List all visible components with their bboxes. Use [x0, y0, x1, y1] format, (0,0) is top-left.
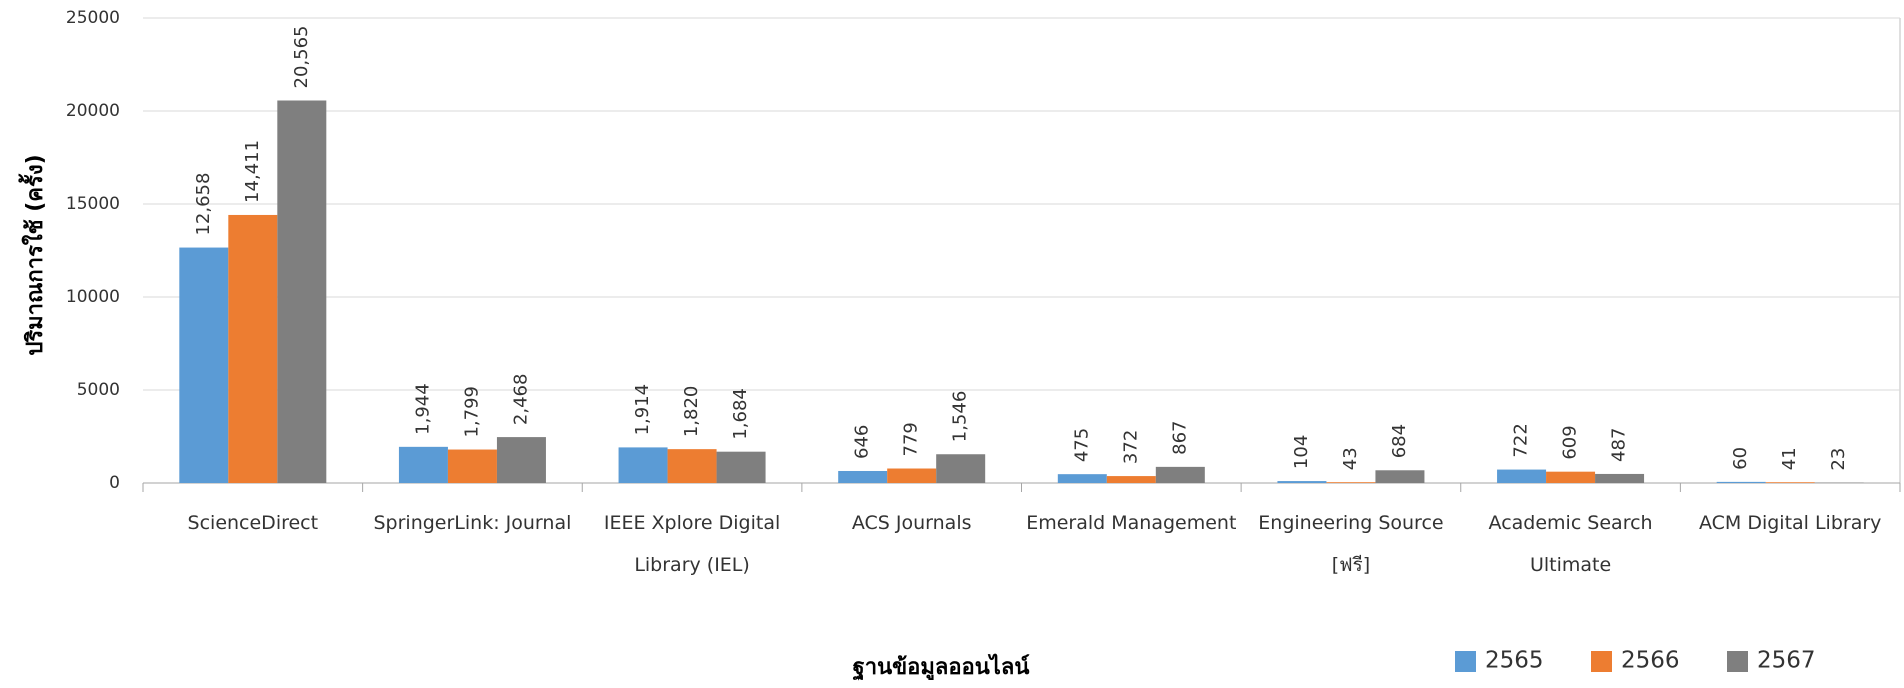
- value-label: 1,799: [461, 386, 482, 438]
- y-tick-label: 0: [109, 473, 120, 493]
- value-label: 60: [1730, 447, 1751, 470]
- y-tick-label: 15000: [66, 194, 120, 214]
- value-label: 41: [1779, 447, 1800, 470]
- y-tick-label: 25000: [66, 8, 120, 28]
- value-label: 20,565: [291, 26, 312, 89]
- x-tick-label: ACM Digital Library: [1698, 512, 1882, 534]
- x-axis-title: ฐานข้อมูลออนไลน์: [853, 653, 1030, 681]
- bar: [1375, 470, 1425, 483]
- bar: [1716, 481, 1766, 483]
- value-label: 867: [1169, 421, 1190, 455]
- value-label: 1,914: [632, 384, 653, 436]
- value-label: 1,820: [681, 386, 702, 438]
- value-label: 14,411: [242, 140, 263, 203]
- value-label: 722: [1511, 423, 1532, 457]
- legend-swatch: [1727, 651, 1748, 672]
- x-tick-label: ScienceDirect: [187, 512, 319, 534]
- bar: [1155, 466, 1205, 483]
- bar: [496, 437, 546, 483]
- value-label: 104: [1291, 435, 1312, 469]
- value-label: 2,468: [510, 374, 531, 426]
- bar: [1595, 473, 1645, 483]
- bar: [838, 470, 888, 483]
- legend-swatch: [1455, 651, 1476, 672]
- bar: [667, 449, 717, 483]
- legend-swatch: [1591, 651, 1612, 672]
- bar: [1546, 471, 1596, 483]
- bar: [1057, 474, 1107, 483]
- value-label: 23: [1828, 448, 1849, 471]
- bar: [1106, 476, 1156, 483]
- value-label: 487: [1609, 428, 1630, 462]
- y-axis-title: ปริมาณการใช้ (ครั้ง): [18, 154, 48, 355]
- value-label: 475: [1071, 428, 1092, 462]
- value-label: 779: [901, 422, 922, 456]
- bar: [618, 447, 668, 483]
- bar: [447, 449, 497, 483]
- bar: [936, 454, 986, 483]
- value-label: 684: [1389, 424, 1410, 458]
- y-tick-label: 10000: [66, 287, 120, 307]
- bar: [228, 214, 278, 484]
- x-tick-label: Emerald Management: [1026, 512, 1237, 534]
- value-label: 609: [1560, 425, 1581, 459]
- x-tick-label: ACS Journals: [851, 512, 972, 534]
- value-label: 372: [1120, 430, 1141, 464]
- value-label: 43: [1340, 447, 1361, 470]
- bar: [1326, 482, 1376, 483]
- value-label: 1,684: [730, 388, 751, 440]
- bar: [1497, 469, 1547, 483]
- legend-label: 2565: [1485, 648, 1544, 674]
- bar: [277, 100, 327, 483]
- legend-label: 2567: [1757, 648, 1816, 674]
- x-tick-label: Engineering Source [ฟรี]: [1258, 512, 1444, 576]
- x-tick-label: SpringerLink: Journal: [373, 512, 572, 534]
- bar: [179, 247, 229, 483]
- value-label: 1,944: [412, 383, 433, 435]
- bar: [1277, 481, 1327, 483]
- bar: [398, 446, 448, 483]
- value-label: 646: [852, 425, 873, 459]
- y-tick-label: 5000: [77, 380, 120, 400]
- bar: [716, 451, 766, 483]
- x-tick-label: Academic Search Ultimate: [1488, 512, 1653, 576]
- bar: [887, 468, 937, 483]
- y-tick-label: 20000: [66, 101, 120, 121]
- x-tick-label: IEEE Xplore Digital Library (IEL): [603, 512, 781, 576]
- legend-label: 2566: [1621, 648, 1680, 674]
- value-label: 12,658: [193, 173, 214, 236]
- value-label: 1,546: [950, 391, 971, 443]
- bar: [1765, 482, 1815, 483]
